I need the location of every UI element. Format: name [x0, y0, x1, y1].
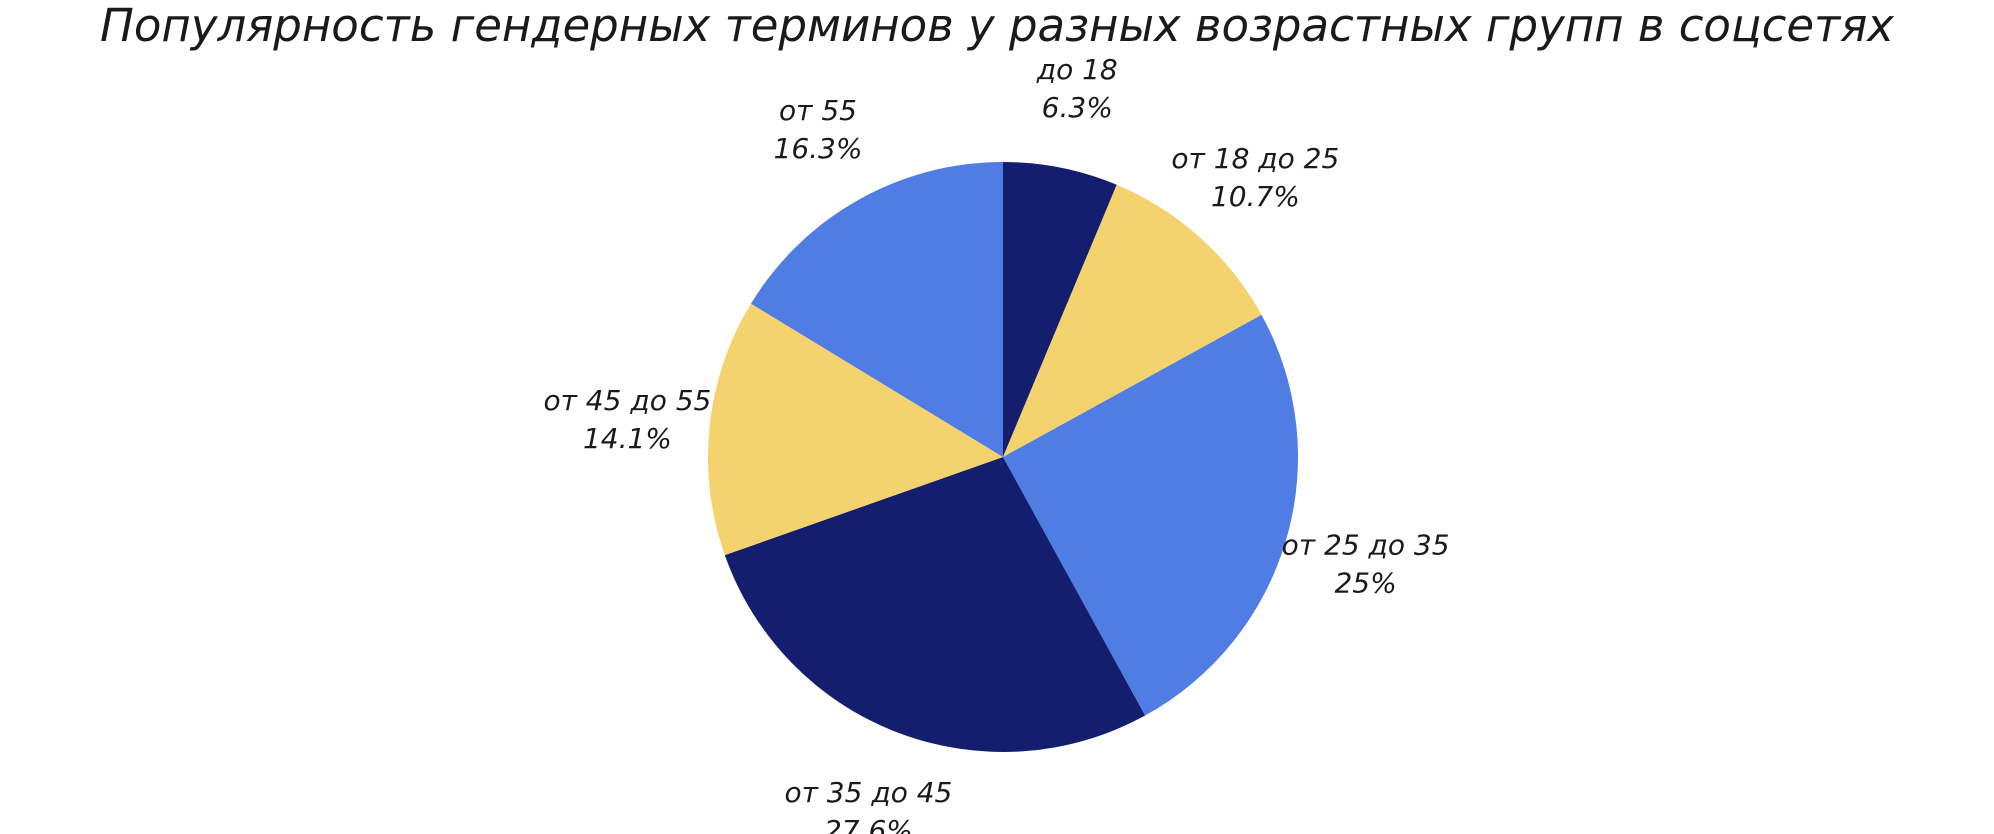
slice-name-label: от 45 до 55 — [543, 384, 711, 417]
slice-name-label: до 18 — [1036, 53, 1118, 86]
slice-name-label: от 55 — [779, 94, 857, 127]
slice-percent-label: 27.6% — [824, 814, 913, 834]
slice-percent-label: 10.7% — [1211, 180, 1300, 213]
pie-slice-1 — [1003, 162, 1117, 457]
pie-slice-4 — [724, 457, 1146, 752]
slice-name-label: от 25 до 35 — [1282, 528, 1450, 561]
pie-slice-2 — [1003, 184, 1262, 458]
slice-name-label: от 35 до 45 — [784, 776, 952, 809]
pie-slice-5 — [708, 303, 1003, 556]
pie-slice-3 — [1003, 314, 1298, 716]
slice-percent-label: 25% — [1334, 566, 1396, 599]
pie-slice-6 — [750, 162, 1003, 457]
slice-percent-label: 14.1% — [583, 422, 672, 455]
pie-slices — [708, 162, 1298, 752]
slice-percent-label: 16.3% — [774, 132, 863, 165]
chart-title: Популярность гендерных терминов у разных… — [100, 0, 1894, 52]
pie-labels: до 18 6.3% от 18 до 25 10.7% от 25 до 35 25% о… — [543, 53, 1449, 834]
slice-percent-label: 6.3% — [1042, 91, 1113, 124]
slice-name-label: от 18 до 25 — [1171, 142, 1339, 175]
